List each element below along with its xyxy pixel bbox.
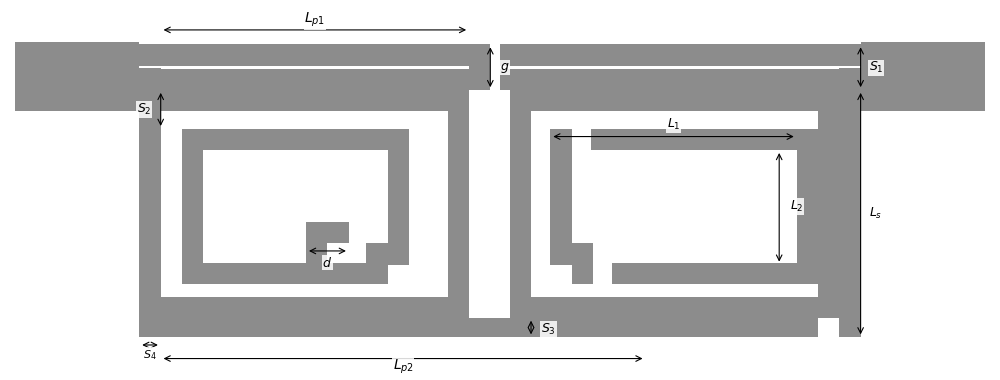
Bar xyxy=(182,263,388,284)
Bar xyxy=(366,243,409,264)
Bar xyxy=(139,296,469,318)
Bar xyxy=(388,129,409,243)
Bar xyxy=(15,41,139,111)
Bar xyxy=(612,263,818,284)
Text: $g$: $g$ xyxy=(500,61,510,75)
Bar xyxy=(182,129,409,150)
Bar xyxy=(510,90,531,318)
Bar xyxy=(139,90,161,318)
Text: $S_2$: $S_2$ xyxy=(137,102,151,117)
Text: $S_3$: $S_3$ xyxy=(541,322,556,337)
Bar xyxy=(139,69,469,90)
Bar xyxy=(797,129,818,284)
Bar xyxy=(839,68,861,111)
Text: $S_1$: $S_1$ xyxy=(869,60,883,75)
Text: $L_s$: $L_s$ xyxy=(869,206,883,221)
Text: $L_1$: $L_1$ xyxy=(667,117,680,133)
Bar xyxy=(550,129,572,243)
Bar xyxy=(139,68,161,111)
Bar xyxy=(139,90,469,111)
Bar xyxy=(510,90,839,111)
Bar xyxy=(139,44,469,66)
Bar xyxy=(572,243,593,284)
Bar xyxy=(500,44,861,66)
Bar xyxy=(591,129,818,150)
Text: $L_2$: $L_2$ xyxy=(790,199,803,214)
Bar xyxy=(818,90,839,318)
Bar xyxy=(306,222,349,243)
Text: $L_{p1}$: $L_{p1}$ xyxy=(304,11,325,29)
Bar xyxy=(448,90,469,318)
Bar xyxy=(469,44,490,90)
Text: $L_{p2}$: $L_{p2}$ xyxy=(393,358,414,377)
Bar xyxy=(161,318,182,337)
Bar xyxy=(500,69,861,90)
Bar xyxy=(550,243,593,264)
Bar xyxy=(510,296,839,318)
Bar xyxy=(306,222,327,264)
Bar xyxy=(861,41,985,111)
Text: $d$: $d$ xyxy=(322,256,332,269)
Bar xyxy=(161,318,818,337)
Bar xyxy=(839,69,861,337)
Bar xyxy=(366,243,388,284)
Bar xyxy=(182,129,203,284)
Text: $S_4$: $S_4$ xyxy=(143,348,157,362)
Bar xyxy=(139,318,161,337)
